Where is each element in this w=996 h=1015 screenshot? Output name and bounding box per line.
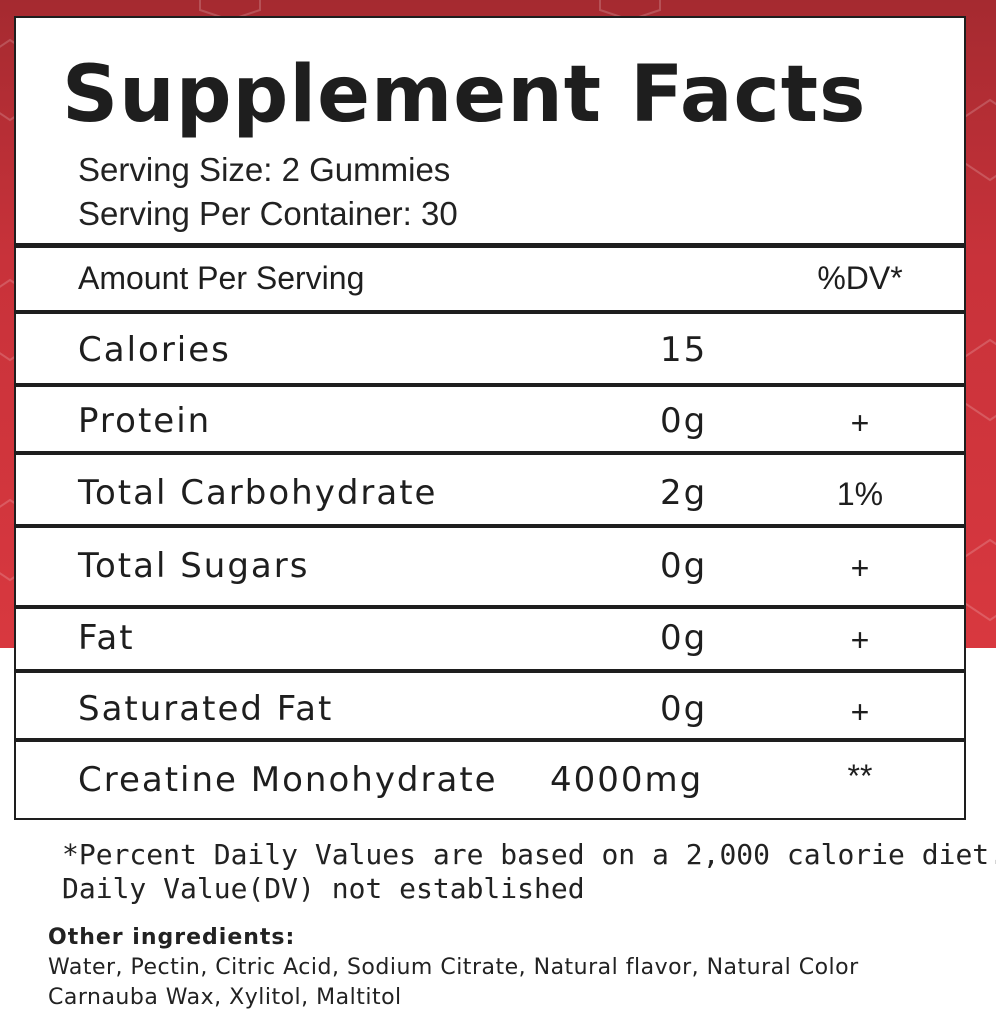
- divider: [16, 310, 964, 314]
- divider: [16, 524, 964, 528]
- nutrient-name: Saturated Fat: [78, 689, 334, 729]
- nutrient-dv: +: [850, 622, 870, 658]
- divider: [16, 605, 964, 609]
- nutrient-dv: +: [850, 694, 870, 730]
- divider: [16, 738, 964, 742]
- other-ingredients-heading: Other ingredients:: [48, 925, 296, 950]
- divider: [16, 451, 964, 455]
- supplement-facts-panel: [14, 16, 966, 820]
- nutrient-name: Fat: [78, 618, 135, 658]
- nutrient-amount: 0g: [660, 618, 708, 658]
- nutrient-amount: 0g: [660, 546, 708, 586]
- serving-size: Serving Size: 2 Gummies: [78, 151, 451, 188]
- other-ingredients-list: Water, Pectin, Citric Acid, Sodium Citra…: [48, 955, 859, 980]
- nutrient-dv: 1%: [836, 476, 884, 512]
- amount-per-serving-label: Amount Per Serving: [78, 260, 365, 296]
- nutrient-name: Calories: [78, 330, 231, 370]
- nutrient-amount: 0g: [660, 689, 708, 729]
- dv-not-established-footnote: Daily Value(DV) not established: [62, 872, 585, 905]
- other-ingredients-list: Carnauba Wax, Xylitol, Maltitol: [48, 985, 402, 1010]
- nutrient-name: Total Carbohydrate: [78, 473, 438, 513]
- nutrient-name: Protein: [78, 401, 212, 441]
- nutrient-amount: 0g: [660, 401, 708, 441]
- daily-value-header: %DV*: [817, 260, 903, 296]
- nutrient-name: Creatine Monohydrate: [78, 760, 498, 800]
- divider: [16, 243, 964, 248]
- daily-value-footnote: *Percent Daily Values are based on a 2,0…: [62, 838, 996, 871]
- nutrient-dv: +: [850, 405, 870, 441]
- nutrient-amount: 4000mg: [550, 760, 704, 800]
- divider: [16, 669, 964, 673]
- nutrient-amount: 2g: [660, 473, 708, 513]
- page-title: Supplement Facts: [62, 50, 867, 140]
- nutrient-dv: +: [850, 550, 870, 586]
- nutrient-amount: 15: [660, 330, 708, 370]
- nutrient-dv: **: [847, 758, 873, 794]
- servings-per-container: Serving Per Container: 30: [78, 195, 458, 232]
- divider: [16, 383, 964, 387]
- nutrient-name: Total Sugars: [78, 546, 310, 586]
